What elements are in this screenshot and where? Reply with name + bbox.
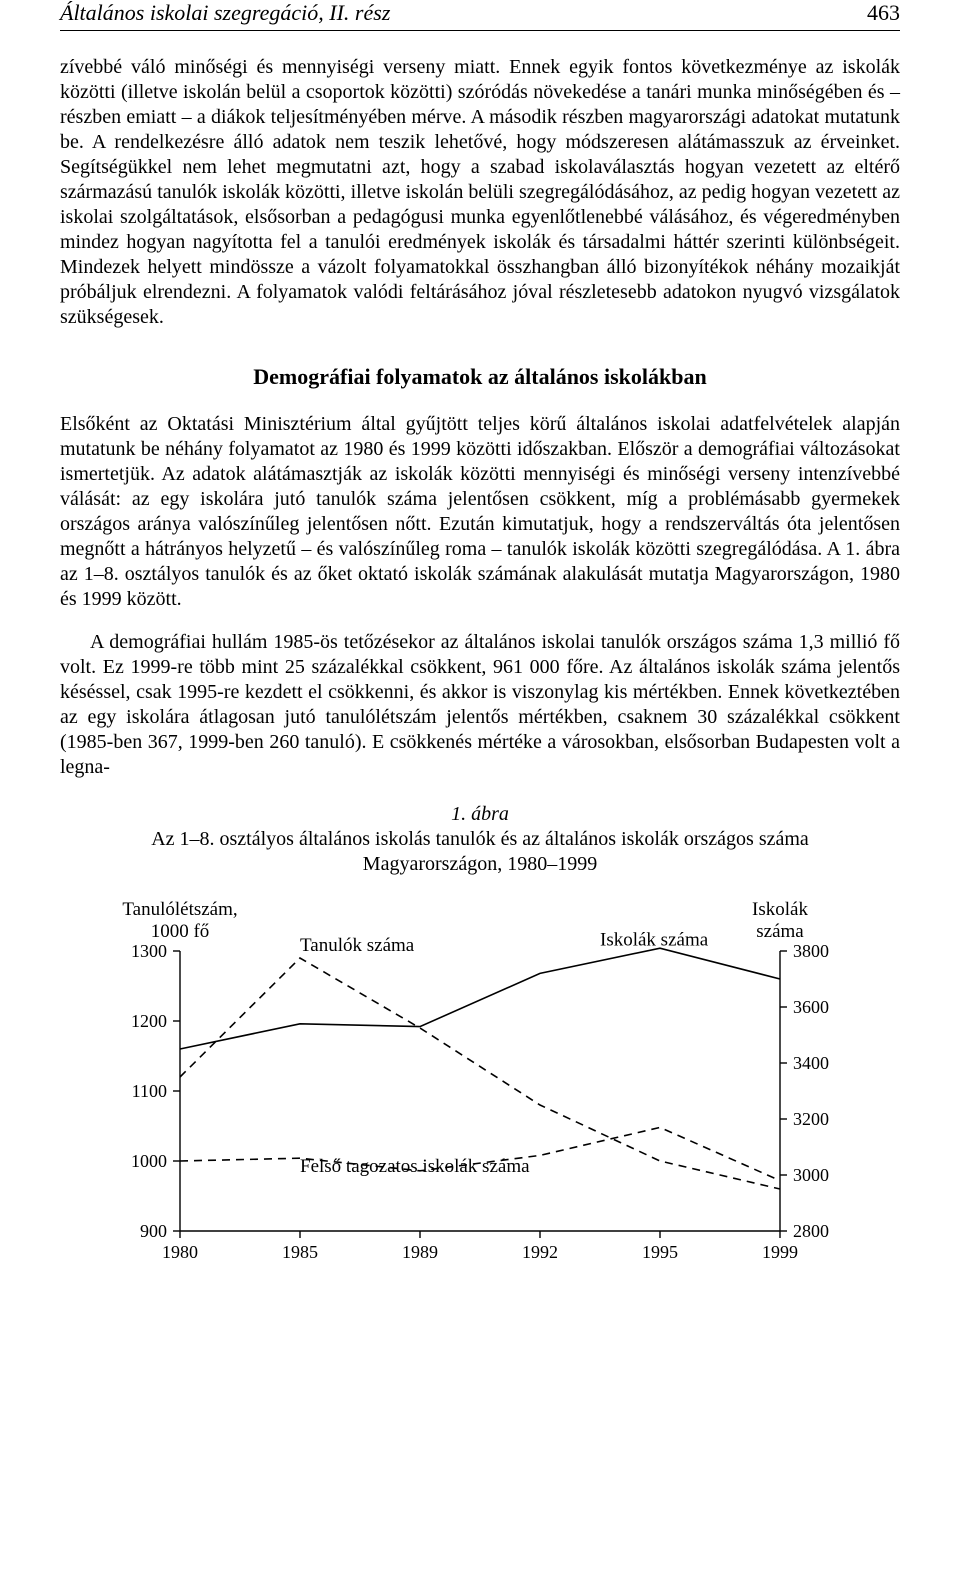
svg-text:900: 900 <box>140 1221 167 1241</box>
svg-text:száma: száma <box>756 921 804 942</box>
svg-text:1999: 1999 <box>762 1242 798 1262</box>
running-header: Általános iskolai szegregáció, II. rész … <box>60 0 900 31</box>
figure-label: 1. ábra <box>60 802 900 827</box>
svg-text:Iskolák száma: Iskolák száma <box>600 929 709 950</box>
svg-text:Tanulólétszám,: Tanulólétszám, <box>122 899 237 920</box>
chart-container: 900 1000 1100 1200 1300 2800 3000 3200 3400 3600 3… <box>80 891 880 1271</box>
section-heading: Demográfiai folyamatok az általános isko… <box>60 364 900 390</box>
svg-text:1300: 1300 <box>131 941 167 961</box>
svg-text:1000 fő: 1000 fő <box>151 921 210 942</box>
svg-text:3000: 3000 <box>793 1165 829 1185</box>
svg-text:Tanulók száma: Tanulók száma <box>300 935 415 956</box>
line-chart: 900 1000 1100 1200 1300 2800 3000 3200 3400 3600 3… <box>80 891 880 1271</box>
svg-text:3600: 3600 <box>793 997 829 1017</box>
svg-text:3800: 3800 <box>793 941 829 961</box>
body-paragraph-2: Elsőként az Oktatási Minisztérium által … <box>60 412 900 612</box>
body-paragraph-1: zívebbé váló minőségi és mennyiségi vers… <box>60 55 900 330</box>
running-title: Általános iskolai szegregáció, II. rész <box>60 0 390 26</box>
figure-caption-line-1: Az 1–8. osztályos általános iskolás tanu… <box>151 828 809 850</box>
figure-caption: 1. ábra Az 1–8. osztályos általános isko… <box>60 802 900 877</box>
figure-caption-line-2: Magyarországon, 1980–1999 <box>363 853 597 875</box>
svg-text:3400: 3400 <box>793 1053 829 1073</box>
body-paragraph-3: A demográfiai hullám 1985-ös tetőzésekor… <box>60 630 900 780</box>
svg-text:Iskolák: Iskolák <box>752 899 808 920</box>
page: Általános iskolai szegregáció, II. rész … <box>0 0 960 1311</box>
svg-text:1995: 1995 <box>642 1242 678 1262</box>
svg-text:1200: 1200 <box>131 1011 167 1031</box>
svg-text:1989: 1989 <box>402 1242 438 1262</box>
svg-text:3200: 3200 <box>793 1109 829 1129</box>
svg-text:1100: 1100 <box>132 1081 167 1101</box>
svg-text:2800: 2800 <box>793 1221 829 1241</box>
page-number: 463 <box>867 0 900 26</box>
svg-text:1980: 1980 <box>162 1242 198 1262</box>
svg-text:1000: 1000 <box>131 1151 167 1171</box>
svg-text:Felső tagozatos iskolák száma: Felső tagozatos iskolák száma <box>300 1156 530 1177</box>
svg-text:1985: 1985 <box>282 1242 318 1262</box>
svg-text:1992: 1992 <box>522 1242 558 1262</box>
